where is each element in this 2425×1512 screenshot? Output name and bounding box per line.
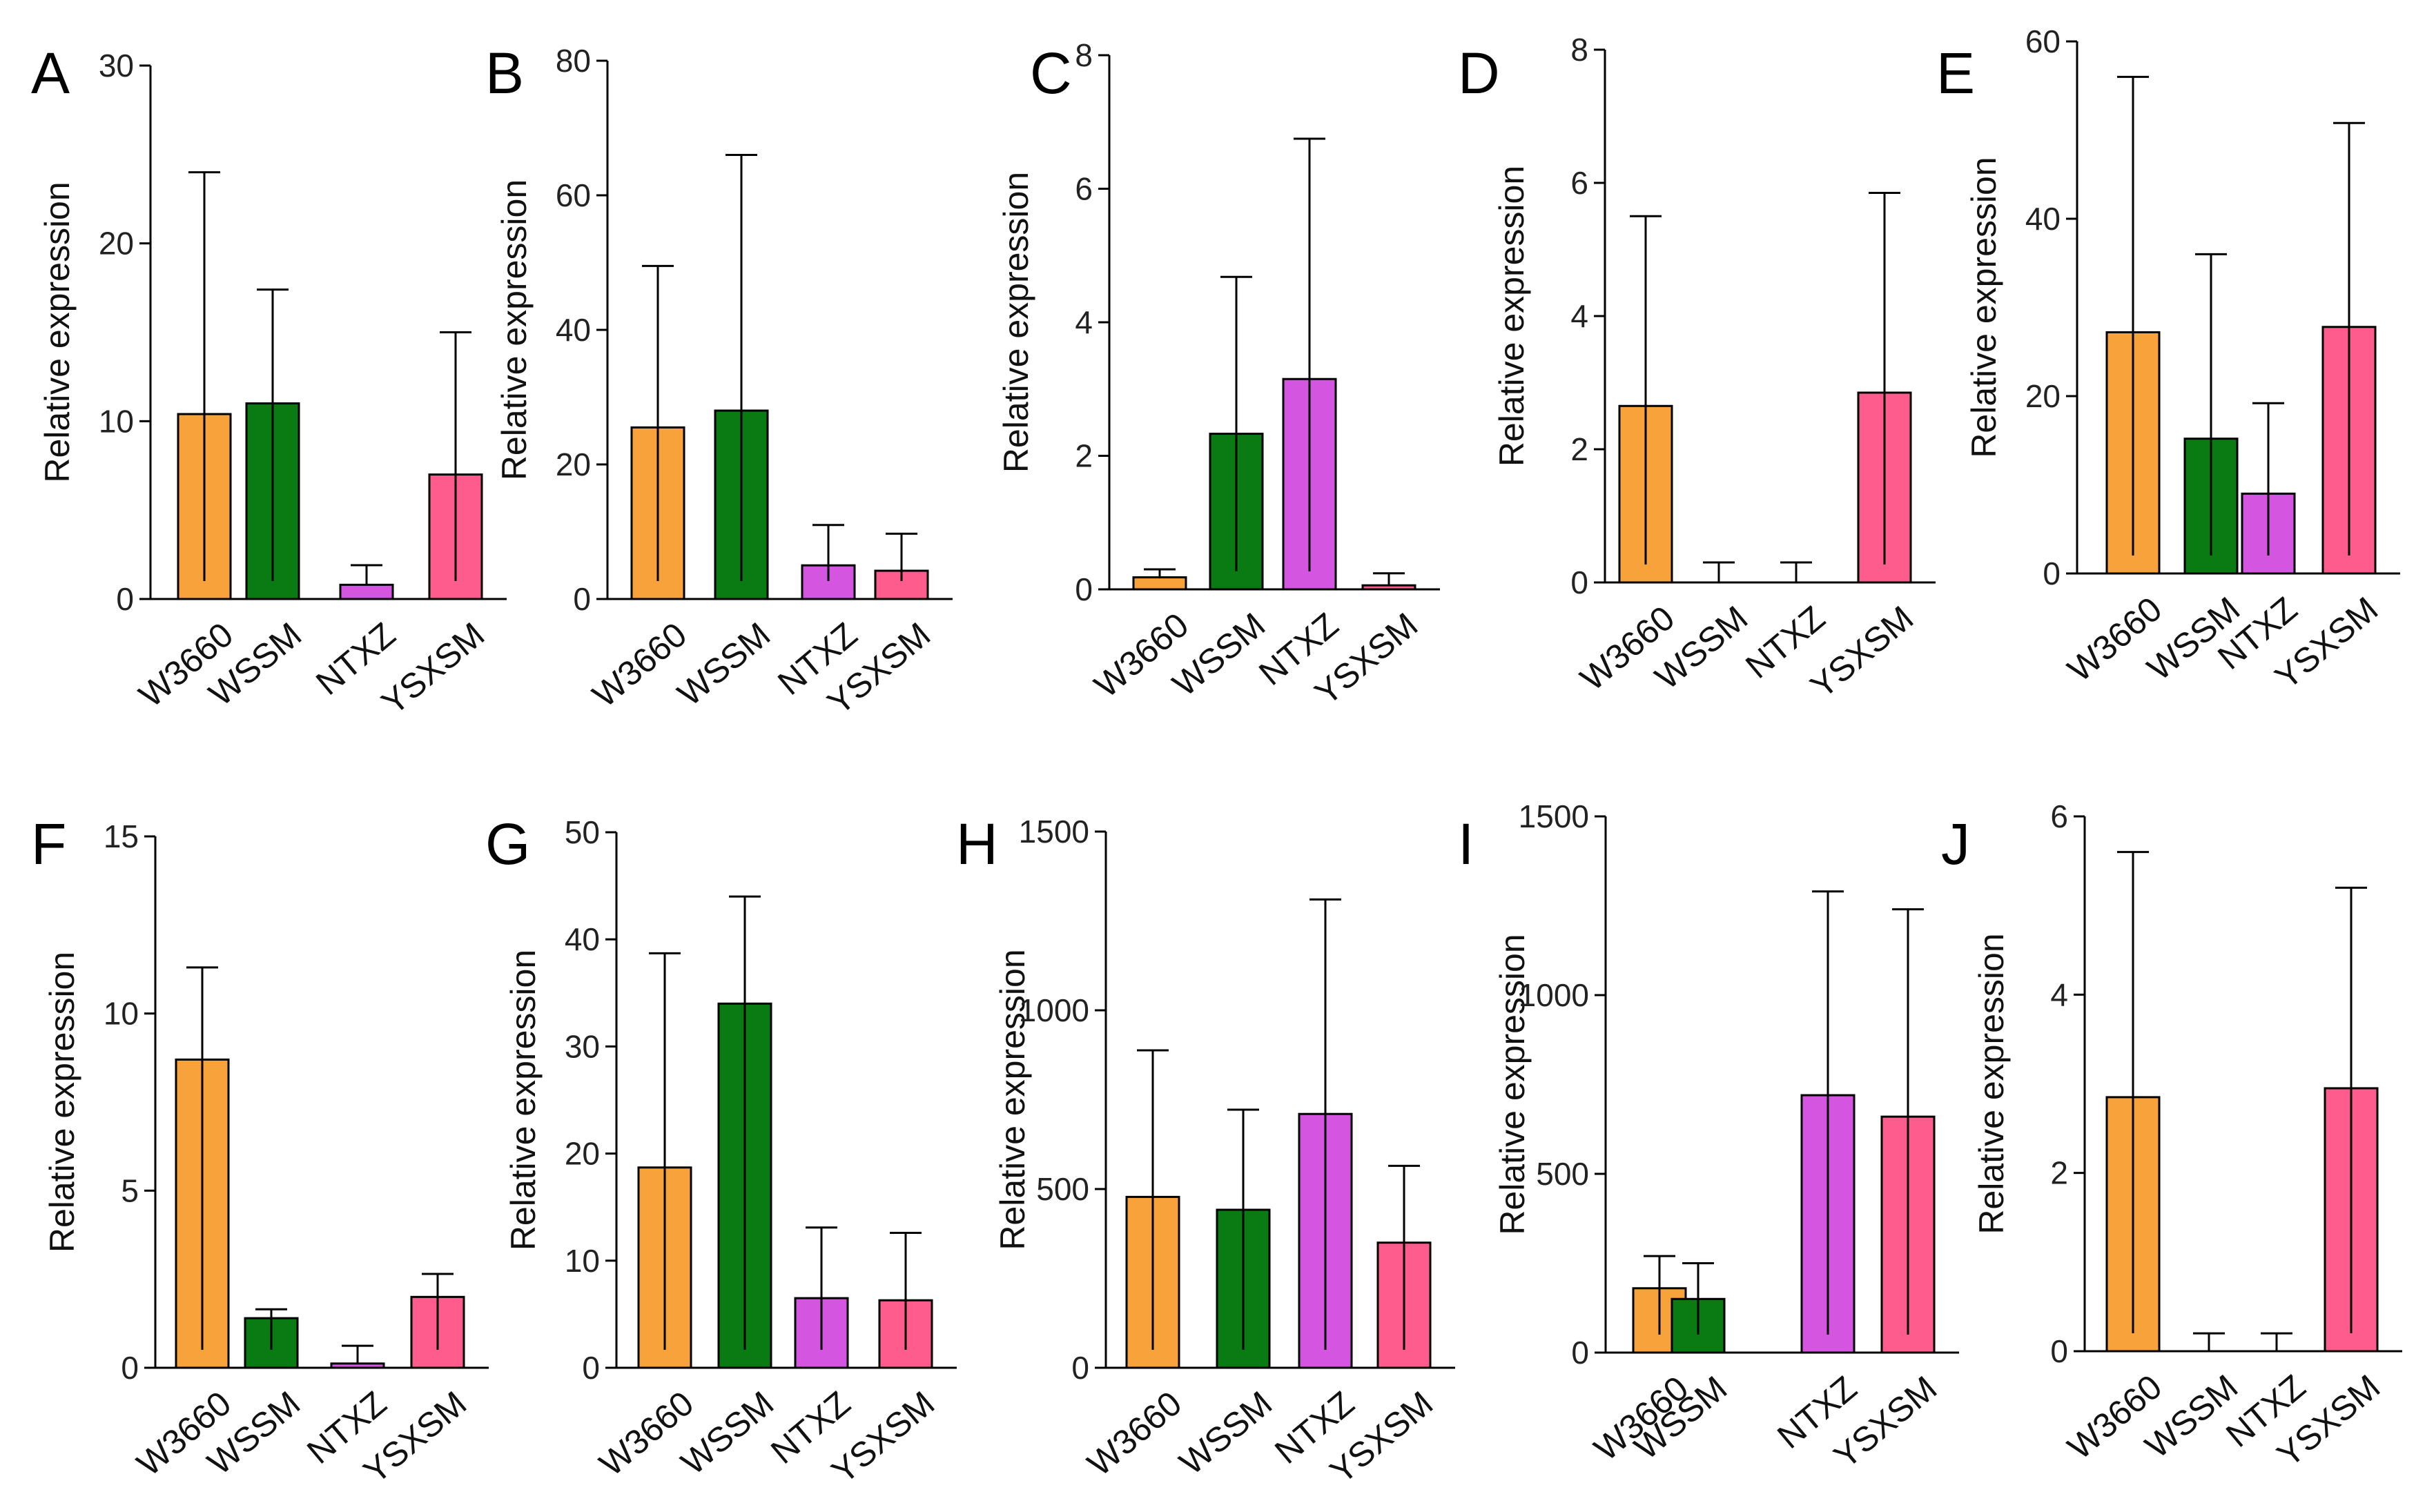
y-tick-label: 6 [1570,165,1588,201]
y-tick-label: 8 [1570,32,1588,68]
panel-H: H Relative expression 0 500 1000 1500 W3660WSS… [956,812,1455,1491]
y-tick-label: 500 [1536,1156,1589,1192]
y-tick-label: 30 [565,1028,600,1064]
y-tick-label: 0 [1570,564,1588,600]
y-tick-label: 0 [573,581,591,617]
y-tick-label: 80 [556,43,591,79]
y-tick-label: 20 [565,1136,600,1172]
y-tick-label: 30 [99,48,134,84]
panel-label: D [1458,41,1500,106]
x-tick-label: WSSM [1172,1384,1279,1482]
y-tick-label: 10 [99,403,134,439]
y-tick-label: 0 [121,1350,139,1386]
panel-label: E [1936,41,1975,106]
y-tick-label: 0 [2050,1333,2068,1369]
y-tick-label: 40 [2025,201,2061,237]
y-tick-label: 1500 [1519,798,1589,834]
panel-label: J [1941,812,1970,876]
y-tick-label: 10 [565,1243,600,1279]
y-tick-label: 4 [2050,976,2068,1012]
y-tick-label: 0 [582,1350,600,1386]
panel-label: I [1458,812,1474,876]
y-axis-label: Relative expression [1965,157,2003,458]
y-tick-label: 10 [104,996,139,1032]
y-tick-label: 0 [1571,1335,1589,1371]
y-tick-label: 5 [121,1172,139,1208]
y-axis-label: Relative expression [38,181,77,482]
y-tick-label: 0 [1071,1350,1089,1386]
y-tick-label: 60 [556,177,591,213]
y-tick-label: 1000 [1019,992,1089,1028]
y-tick-label: 4 [1570,298,1588,334]
panel-label: H [956,812,998,876]
y-tick-label: 2 [2050,1155,2068,1191]
y-axis-label: Relative expression [1493,934,1532,1235]
y-axis-label: Relative expression [504,950,543,1250]
y-tick-label: 0 [2043,556,2061,591]
x-tick-label: YSXSM [374,615,491,722]
y-tick-label: 20 [2025,378,2061,414]
y-axis-label: Relative expression [997,172,1035,473]
y-tick-label: 40 [556,312,591,348]
y-axis-label: Relative expression [43,952,81,1253]
x-tick-label: W3660 [1080,1384,1189,1484]
y-tick-label: 4 [1075,304,1093,340]
y-tick-label: 20 [556,446,591,482]
y-tick-label: 1500 [1019,814,1089,850]
x-tick-label: WSSM [670,615,777,714]
y-tick-label: 1000 [1519,977,1589,1013]
y-axis-label: Relative expression [495,179,534,480]
y-tick-label: 60 [2025,23,2061,59]
x-tick-label: WSSM [674,1384,781,1482]
bar-ntxz [330,1362,385,1369]
y-axis-label: Relative expression [1972,933,2011,1234]
bar-w3660 [1132,576,1187,591]
y-axis-label: Relative expression [993,949,1032,1250]
y-tick-label: 20 [99,226,134,262]
y-tick-label: 0 [1075,571,1093,607]
bar-ysxsm [1361,584,1416,591]
y-tick-label: 6 [2050,798,2068,834]
y-tick-label: 50 [565,814,600,850]
panel-G: G Relative expression 0 10 20 30 40 50 W3660WSSM… [485,812,957,1491]
y-tick-label: 2 [1075,438,1093,474]
bar-ntxz [339,583,394,600]
y-tick-label: 15 [104,818,139,854]
y-axis-label: Relative expression [1492,166,1531,467]
x-tick-label: W3660 [592,1384,701,1484]
y-tick-label: 8 [1075,37,1093,73]
panel-label: G [485,812,530,876]
y-tick-label: 6 [1075,171,1093,207]
y-tick-label: 0 [116,581,134,617]
x-tick-label: W3660 [585,615,694,715]
panel-label: B [485,41,524,106]
panel-label: C [1030,41,1072,106]
panel-label: F [31,812,66,876]
y-tick-label: 40 [565,921,600,957]
y-tick-label: 500 [1036,1171,1089,1207]
y-tick-label: 2 [1570,431,1588,467]
panel-label: A [31,41,70,106]
